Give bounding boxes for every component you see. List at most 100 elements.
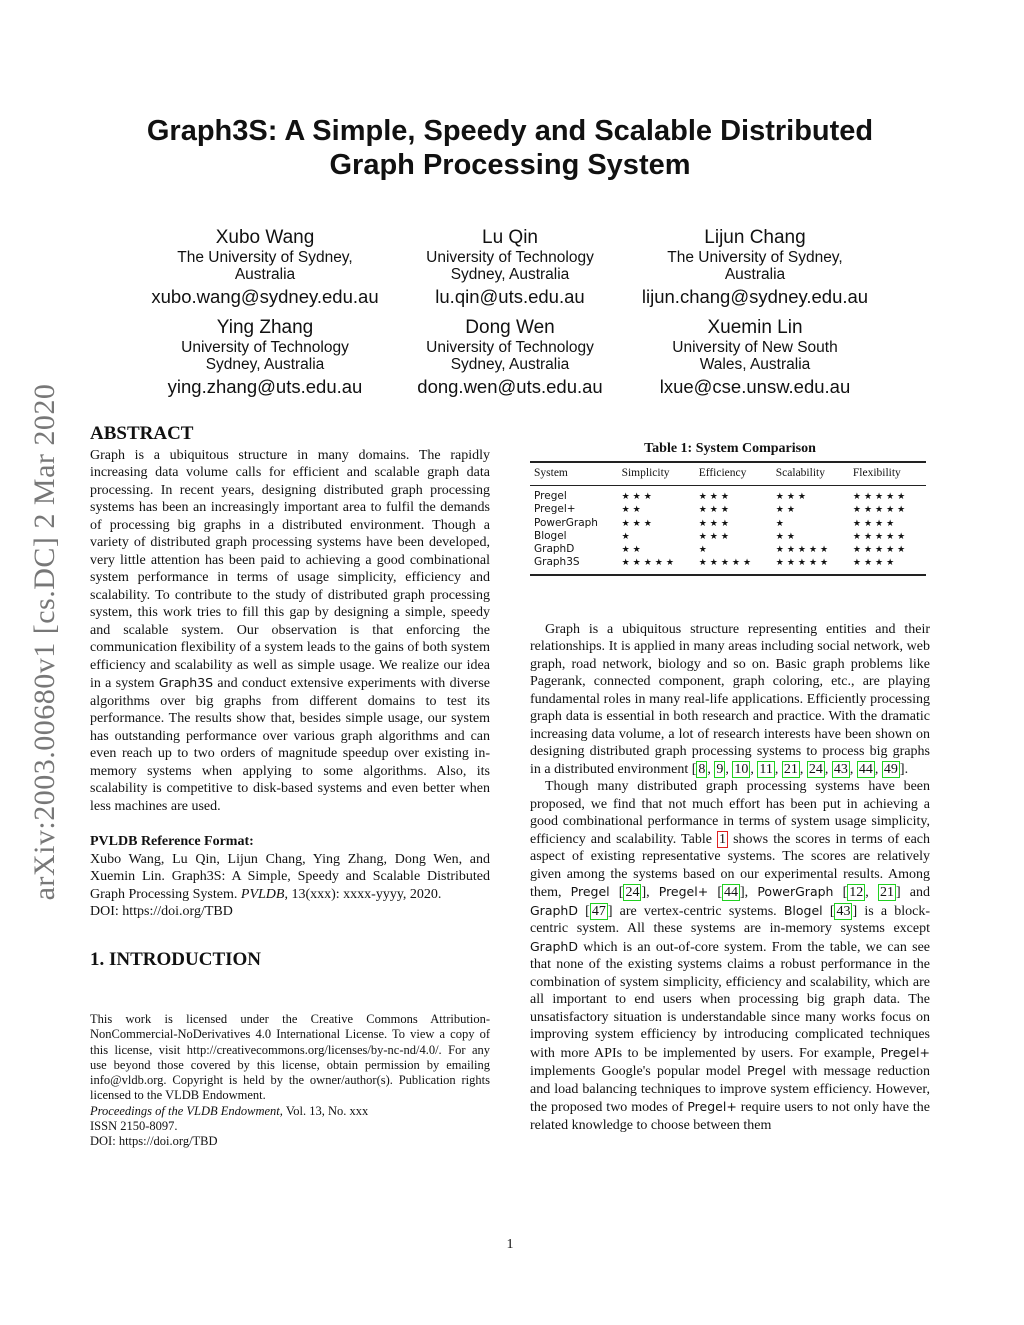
citation-link[interactable]: 43 bbox=[831, 760, 850, 778]
left-column: ABSTRACT Graph is a ubiquitous structure… bbox=[90, 423, 490, 1150]
system-name: GraphD bbox=[530, 938, 578, 954]
text-run: shows the scores in terms of each aspect… bbox=[530, 831, 931, 901]
system-cell: Pregel+ bbox=[534, 503, 576, 516]
author: Lu Qin University of Technology Sydney, Au… bbox=[390, 227, 630, 309]
citation-link[interactable]: 47 bbox=[589, 902, 608, 920]
paper-title: Graph3S: A Simple, Speedy and Scalable D… bbox=[0, 114, 1020, 182]
citation-link[interactable]: 43 bbox=[834, 902, 853, 920]
title-line: Graph Processing System bbox=[329, 149, 691, 181]
citation-link[interactable]: 12 bbox=[847, 884, 866, 902]
author-affiliation: University of Technology bbox=[181, 339, 349, 356]
citation-link[interactable]: 44 bbox=[722, 884, 741, 902]
citation-link[interactable]: 44 bbox=[856, 760, 875, 778]
text-run: [ bbox=[577, 903, 590, 919]
text-run: and conduct extensive experiments with d… bbox=[90, 676, 490, 814]
citation-link[interactable]: 49 bbox=[881, 760, 900, 778]
star-rating-cell: ★★★ bbox=[698, 530, 732, 541]
table-row: Pregel ★★★ ★★★ ★★★ ★★★★★ bbox=[530, 486, 926, 504]
text-run: ] and bbox=[895, 885, 930, 901]
system-name: Pregel+ bbox=[880, 1044, 930, 1060]
author-name: Lijun Chang bbox=[704, 227, 806, 248]
text-run: , bbox=[750, 761, 758, 777]
text-run: , bbox=[865, 885, 878, 901]
star-rating-cell: ★★★★ bbox=[852, 517, 898, 528]
author-email: xubo.wang@sydney.edu.au bbox=[151, 286, 379, 307]
star-rating-cell: ★★★★★ bbox=[852, 530, 909, 541]
star-rating-cell: ★★ bbox=[621, 504, 644, 515]
system-name: Graph3S bbox=[158, 675, 214, 690]
system-name: Pregel bbox=[570, 884, 610, 900]
table-row: Graph3S ★★★★★ ★★★★★ ★★★★★ ★★★★ bbox=[530, 556, 926, 576]
right-column: Table 1: System Comparison System Simplic… bbox=[530, 440, 930, 1134]
star-rating-cell: ★★★★★ bbox=[617, 556, 695, 576]
citation-link[interactable]: 11 bbox=[757, 760, 775, 778]
text-run: which is an out-of-core system. From the… bbox=[530, 939, 930, 1061]
table-row: Pregel+ ★★ ★★★ ★★ ★★★★★ bbox=[530, 503, 926, 516]
author-affiliation: The University of Sydney, bbox=[667, 249, 843, 266]
citation-link[interactable]: 24 bbox=[623, 884, 642, 902]
text-run: [ bbox=[833, 885, 848, 901]
column-header: System bbox=[530, 460, 618, 486]
reference-doi: DOI: https://doi.org/TBD bbox=[90, 904, 233, 919]
citation-link[interactable]: 10 bbox=[732, 760, 751, 778]
text-run: , bbox=[849, 761, 857, 777]
star-rating-cell: ★★ bbox=[621, 544, 644, 555]
license-footnote: This work is licensed under the Creative… bbox=[90, 1012, 490, 1150]
citation-link[interactable]: 21 bbox=[781, 760, 800, 778]
author: Dong Wen University of Technology Sydney, … bbox=[390, 317, 630, 399]
text-run: , bbox=[874, 761, 882, 777]
text-run: implements Google's popular model bbox=[530, 1064, 748, 1080]
author-affiliation: University of Technology bbox=[426, 249, 594, 266]
proceedings-line: Proceedings of the VLDB Endowment, Vol. … bbox=[90, 1104, 490, 1119]
reference-format-heading: PVLDB Reference Format: bbox=[90, 834, 254, 849]
star-rating-cell: ★ bbox=[775, 517, 787, 528]
text-run: ] are vertex-centric systems. bbox=[607, 903, 784, 919]
text-run: [ bbox=[609, 885, 624, 901]
text-run: require users to not only have the relat… bbox=[530, 1100, 930, 1133]
citation-link[interactable]: 21 bbox=[877, 884, 896, 902]
star-rating-cell: ★★★★★ bbox=[771, 556, 849, 576]
abstract-heading: ABSTRACT bbox=[90, 423, 194, 444]
author-email: ying.zhang@uts.edu.au bbox=[167, 376, 363, 397]
citation-link[interactable]: 24 bbox=[806, 760, 825, 778]
proceedings-title: Proceedings of the VLDB Endowment, bbox=[90, 1103, 283, 1118]
citation-link[interactable]: 8 bbox=[696, 760, 708, 778]
system-cell: GraphD bbox=[534, 543, 575, 556]
text-run: , bbox=[824, 761, 832, 777]
star-rating-cell: ★★★★★ bbox=[694, 556, 772, 576]
author: Xuemin Lin University of New South Wales, … bbox=[630, 317, 880, 399]
author: Xubo Wang The University of Sydney, Austra… bbox=[140, 227, 390, 309]
license-doi: DOI: https://doi.org/TBD bbox=[90, 1134, 218, 1149]
system-comparison-table: System Simplicity Efficiency Scalability Fle… bbox=[530, 460, 926, 576]
arxiv-stamp: arXiv:2003.00680v1 [cs.DC] 2 Mar 2020 bbox=[28, 383, 61, 901]
text-run: [ bbox=[708, 885, 723, 901]
star-rating-cell: ★ bbox=[698, 544, 710, 555]
intro-paragraph: Graph is a ubiquitous structure represen… bbox=[530, 621, 930, 779]
star-rating-cell: ★★★★★ bbox=[852, 544, 909, 555]
page-number: 1 bbox=[506, 1237, 514, 1252]
author-affiliation: University of New South bbox=[672, 339, 838, 356]
author-name: Xubo Wang bbox=[215, 227, 315, 248]
table-header-row: System Simplicity Efficiency Scalability Fle… bbox=[530, 460, 926, 486]
star-rating-cell: ★★★ bbox=[621, 517, 655, 528]
system-name: Pregel bbox=[747, 1063, 787, 1079]
author-email: lxue@cse.unsw.edu.au bbox=[659, 376, 851, 397]
reference-format: PVLDB Reference Format: Xubo Wang, Lu Qi… bbox=[90, 833, 490, 921]
author-affiliation: Sydney, Australia bbox=[205, 356, 325, 373]
title-line: Graph3S: A Simple, Speedy and Scalable D… bbox=[146, 115, 874, 147]
author-affiliation: Australia bbox=[724, 266, 786, 283]
citation-link[interactable]: 9 bbox=[714, 760, 726, 778]
author-affiliation: Australia bbox=[234, 266, 296, 283]
author-affiliation: Wales, Australia bbox=[699, 356, 811, 373]
star-rating-cell: ★★★ bbox=[698, 491, 732, 501]
author-name: Ying Zhang bbox=[216, 317, 314, 338]
text-run: Graph is a ubiquitous structure represen… bbox=[530, 621, 930, 777]
table-caption: Table 1: System Comparison bbox=[644, 441, 816, 456]
author-affiliation: Sydney, Australia bbox=[450, 266, 570, 283]
reference-text: Xubo Wang, Lu Qin, Lijun Chang, Ying Zha… bbox=[90, 851, 490, 902]
author-name: Xuemin Lin bbox=[707, 317, 803, 338]
star-rating-cell: ★★★ bbox=[698, 517, 732, 528]
table-reference-link[interactable]: 1 bbox=[717, 830, 729, 848]
star-rating-cell: ★★★ bbox=[698, 504, 732, 515]
author-email: lu.qin@uts.edu.au bbox=[435, 286, 585, 307]
